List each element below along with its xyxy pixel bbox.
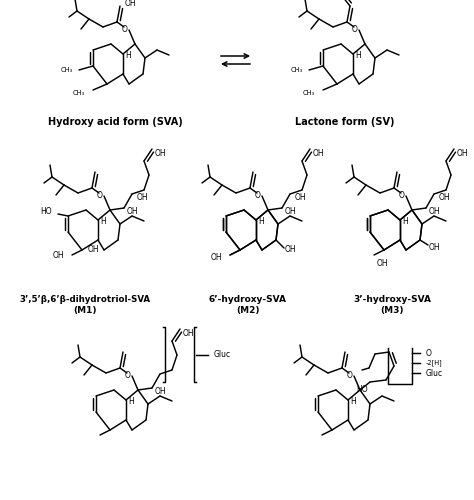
Text: HO: HO	[40, 208, 52, 216]
Text: -2[H]: -2[H]	[426, 360, 443, 366]
Text: 3’-hydroxy-SVA: 3’-hydroxy-SVA	[353, 296, 431, 304]
Text: OH: OH	[456, 148, 468, 158]
Text: O: O	[399, 190, 405, 200]
Text: H: H	[350, 398, 356, 406]
Text: OH: OH	[428, 208, 440, 216]
Text: OH: OH	[182, 328, 194, 338]
Text: CH₃: CH₃	[291, 67, 303, 73]
Text: (M1): (M1)	[73, 306, 97, 314]
Text: H: H	[100, 218, 106, 226]
Text: Gluc: Gluc	[426, 368, 443, 378]
Text: O: O	[122, 24, 128, 34]
Text: OH: OH	[124, 0, 136, 8]
Text: CH₃: CH₃	[303, 90, 315, 96]
Text: OH: OH	[284, 246, 296, 254]
Text: H: H	[258, 218, 264, 226]
Text: H: H	[402, 218, 408, 226]
Text: CH₃: CH₃	[73, 90, 85, 96]
Text: OH: OH	[136, 194, 148, 202]
Text: OH: OH	[87, 246, 99, 254]
Text: O: O	[426, 348, 432, 358]
Text: (M2): (M2)	[236, 306, 260, 314]
Text: O: O	[125, 370, 131, 380]
Text: OH: OH	[284, 208, 296, 216]
Text: OH: OH	[154, 148, 166, 158]
Text: HO: HO	[356, 386, 368, 394]
Text: OH: OH	[210, 254, 222, 262]
Text: Lactone form (SV): Lactone form (SV)	[295, 117, 395, 127]
Text: H: H	[128, 398, 134, 406]
Text: OH: OH	[438, 194, 450, 202]
Text: H: H	[355, 52, 361, 60]
Text: OH: OH	[428, 242, 440, 252]
Text: Hydroxy acid form (SVA): Hydroxy acid form (SVA)	[47, 117, 182, 127]
Text: O: O	[97, 190, 103, 200]
Text: O: O	[352, 24, 358, 34]
Text: O: O	[255, 190, 261, 200]
Text: OH: OH	[52, 250, 64, 260]
Text: OH: OH	[294, 194, 306, 202]
Text: H: H	[125, 52, 131, 60]
Text: OH: OH	[126, 208, 138, 216]
Text: (M3): (M3)	[380, 306, 404, 314]
Text: O: O	[347, 370, 353, 380]
Text: OH: OH	[312, 148, 324, 158]
Text: 6’-hydroxy-SVA: 6’-hydroxy-SVA	[209, 296, 287, 304]
Text: OH: OH	[154, 388, 166, 396]
Text: CH₃: CH₃	[61, 67, 73, 73]
Text: 3’,5’β,6’β-dihydrotriol-SVA: 3’,5’β,6’β-dihydrotriol-SVA	[19, 296, 151, 304]
Text: Gluc: Gluc	[214, 350, 231, 359]
Text: OH: OH	[376, 260, 388, 268]
